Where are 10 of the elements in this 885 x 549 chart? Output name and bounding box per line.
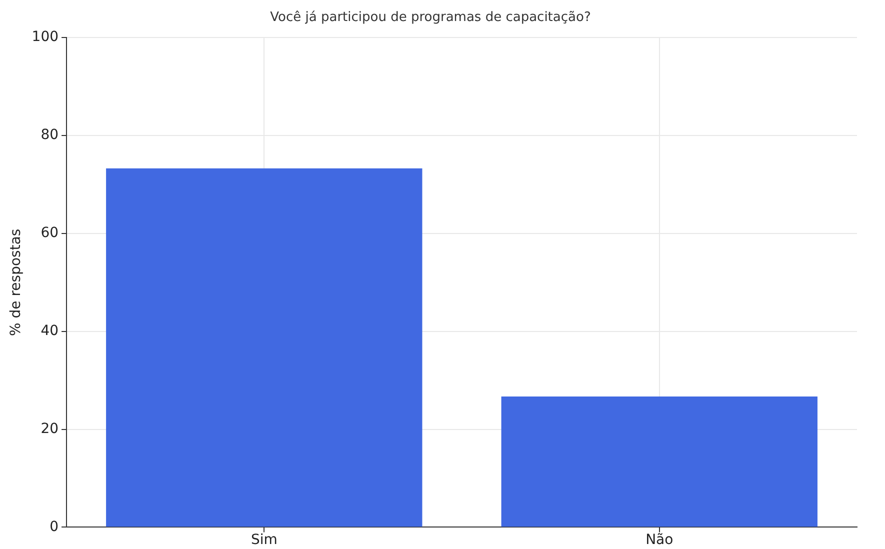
- y-tick-label: 0: [50, 518, 59, 535]
- x-tick-label: Não: [646, 532, 674, 548]
- x-tick-label: Sim: [250, 532, 278, 548]
- y-tick-label: 40: [40, 323, 59, 339]
- y-axis-title: % de respostas: [8, 228, 24, 336]
- y-tick-label: 20: [40, 420, 59, 437]
- chart-title: Você já participou de programas de capacitação?: [270, 10, 591, 26]
- y-tick-label: 60: [40, 225, 59, 242]
- y-tick-label: 80: [40, 127, 59, 144]
- y-tick-label: 100: [32, 29, 59, 46]
